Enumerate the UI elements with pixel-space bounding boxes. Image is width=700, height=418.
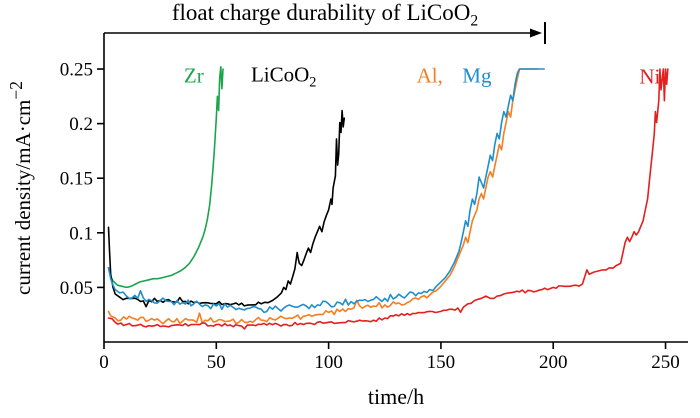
y-tick-label: 0.15 bbox=[60, 169, 93, 190]
chart-title: float charge durability of LiCoO2 bbox=[105, 0, 545, 31]
series-line-mg bbox=[107, 68, 546, 314]
y-axis-title-text: current density/mA·cm bbox=[11, 99, 35, 295]
y-axis-title-superscript: −2 bbox=[6, 81, 26, 100]
y-tick-label: 0.25 bbox=[60, 60, 93, 81]
series-label-licoo: LiCoO2 bbox=[250, 62, 317, 91]
x-tick-label: 50 bbox=[207, 352, 226, 373]
x-tick-label: 200 bbox=[539, 352, 568, 373]
chart-title-subscript: 2 bbox=[470, 12, 479, 30]
title-arrow-head bbox=[530, 28, 542, 38]
series-label-ni: Ni bbox=[639, 64, 661, 89]
series-line-al bbox=[107, 68, 539, 325]
series-label-mg: Mg bbox=[462, 63, 492, 88]
x-axis-title: time/h bbox=[367, 384, 425, 409]
series-line-licoo2 bbox=[107, 109, 346, 308]
y-axis-title: current density/mA·cm−2 bbox=[6, 81, 36, 295]
x-tick-label: 0 bbox=[99, 352, 109, 373]
y-tick-label: 0.2 bbox=[69, 114, 93, 135]
series-label-al: Al, bbox=[416, 63, 443, 88]
chart-title-text: float charge durability of LiCoO bbox=[171, 0, 471, 25]
x-tick-label: 250 bbox=[651, 352, 680, 373]
series-line-ni bbox=[107, 68, 669, 330]
y-tick-label: 0.05 bbox=[60, 278, 93, 299]
x-tick-label: 100 bbox=[314, 352, 343, 373]
x-tick-label: 150 bbox=[427, 352, 456, 373]
series-line-zr bbox=[107, 66, 224, 289]
series-label-zr: Zr bbox=[183, 63, 204, 88]
y-tick-label: 0.1 bbox=[69, 223, 93, 244]
